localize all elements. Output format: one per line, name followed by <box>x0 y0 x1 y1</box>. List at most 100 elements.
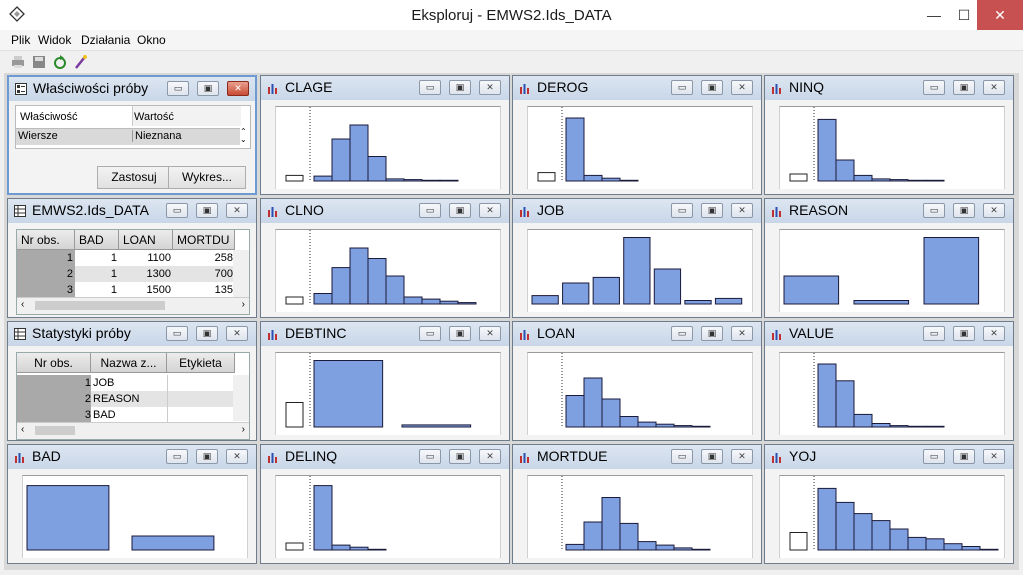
panel-minimize-button[interactable]: ▭ <box>923 80 945 95</box>
chart-titlebar[interactable]: CLAGE ▭ ▣ ✕ <box>261 76 509 100</box>
panel-restore-button[interactable]: ▣ <box>449 449 471 464</box>
vertical-scrollbar[interactable] <box>233 250 249 298</box>
table-cell[interactable]: 1300 <box>119 266 173 282</box>
histogram-plot[interactable] <box>275 475 501 558</box>
histogram-panel-yoj[interactable]: YOJ ▭ ▣ ✕ <box>764 444 1014 564</box>
chart-button[interactable]: Wykres... <box>168 166 246 189</box>
histogram-panel-loan[interactable]: LOAN ▭ ▣ ✕ <box>512 321 762 441</box>
table-cell[interactable] <box>167 407 235 423</box>
table-cell[interactable]: 1500 <box>146 284 171 296</box>
table-cell[interactable]: 258 <box>214 252 233 264</box>
menu-okno[interactable]: Okno <box>137 33 166 47</box>
chart-titlebar[interactable]: DELINQ ▭ ▣ ✕ <box>261 445 509 469</box>
panel-close-button[interactable]: ✕ <box>226 203 248 218</box>
panel-minimize-button[interactable]: ▭ <box>671 203 693 218</box>
menu-widok[interactable]: Widok <box>38 33 72 47</box>
apply-button[interactable]: Zastosuj <box>97 166 171 189</box>
panel-close-button[interactable]: ✕ <box>731 80 753 95</box>
histogram-panel-reason[interactable]: REASON ▭ ▣ ✕ <box>764 198 1014 318</box>
panel-close-button[interactable]: ✕ <box>731 203 753 218</box>
chart-titlebar[interactable]: VALUE ▭ ▣ ✕ <box>765 322 1013 346</box>
column-header[interactable]: LOAN <box>119 230 173 250</box>
histogram-plot[interactable] <box>275 229 501 312</box>
panel-close-button[interactable]: ✕ <box>479 203 501 218</box>
panel-minimize-button[interactable]: ▭ <box>923 203 945 218</box>
chart-titlebar[interactable]: REASON ▭ ▣ ✕ <box>765 199 1013 223</box>
panel-restore-button[interactable]: ▣ <box>953 203 975 218</box>
panel-restore-button[interactable]: ▣ <box>701 80 723 95</box>
panel-close-button[interactable]: ✕ <box>227 81 249 96</box>
panel-restore-button[interactable]: ▣ <box>701 326 723 341</box>
panel-restore-button[interactable]: ▣ <box>449 203 471 218</box>
panel-close-button[interactable]: ✕ <box>479 80 501 95</box>
data-grid[interactable]: Nr obs. BAD LOAN MORTDU 1 1 1100 258 2 1… <box>16 229 250 315</box>
chart-titlebar[interactable]: MORTDUE ▭ ▣ ✕ <box>513 445 761 469</box>
panel-minimize-button[interactable]: ▭ <box>419 326 441 341</box>
panel-close-button[interactable]: ✕ <box>983 326 1005 341</box>
panel-restore-button[interactable]: ▣ <box>449 326 471 341</box>
panel-minimize-button[interactable]: ▭ <box>671 449 693 464</box>
panel-close-button[interactable]: ✕ <box>983 80 1005 95</box>
panel-restore-button[interactable]: ▣ <box>701 203 723 218</box>
panel-minimize-button[interactable]: ▭ <box>166 449 188 464</box>
minimize-button[interactable]: — <box>927 7 941 23</box>
panel-close-button[interactable]: ✕ <box>983 203 1005 218</box>
panel-restore-button[interactable]: ▣ <box>196 203 218 218</box>
scroll-right-icon[interactable]: › <box>241 299 245 310</box>
panel-close-button[interactable]: ✕ <box>731 326 753 341</box>
panel-restore-button[interactable]: ▣ <box>953 449 975 464</box>
panel-close-button[interactable]: ✕ <box>226 449 248 464</box>
histogram-panel-delinq[interactable]: DELINQ ▭ ▣ ✕ <box>260 444 510 564</box>
column-header[interactable]: Nazwa z... <box>91 353 167 373</box>
chart-titlebar[interactable]: DEBTINC ▭ ▣ ✕ <box>261 322 509 346</box>
panel-restore-button[interactable]: ▣ <box>953 326 975 341</box>
panel-restore-button[interactable]: ▣ <box>197 81 219 96</box>
menu-plik[interactable]: Plik <box>11 33 31 47</box>
panel-restore-button[interactable]: ▣ <box>196 449 218 464</box>
histogram-panel-derog[interactable]: DEROG ▭ ▣ ✕ <box>512 75 762 195</box>
chart-titlebar[interactable]: CLNO ▭ ▣ ✕ <box>261 199 509 223</box>
table-cell[interactable]: JOB <box>93 377 115 389</box>
histogram-panel-job[interactable]: JOB ▭ ▣ ✕ <box>512 198 762 318</box>
scroll-thumb[interactable] <box>35 301 165 310</box>
magic-wand-icon[interactable] <box>73 54 89 70</box>
table-cell[interactable]: 700 <box>173 266 235 282</box>
panel-restore-button[interactable]: ▣ <box>701 449 723 464</box>
panel-restore-button[interactable]: ▣ <box>449 80 471 95</box>
horizontal-scrollbar[interactable]: ‹ › <box>17 297 249 314</box>
histogram-plot[interactable] <box>527 106 753 189</box>
histogram-panel-bad[interactable]: BAD ▭ ▣ ✕ <box>7 444 257 564</box>
table-cell[interactable]: BAD <box>93 409 116 421</box>
properties-panel[interactable]: Właściwości próby ▭ ▣ ✕ Właściwość Warto… <box>7 75 257 195</box>
panel-minimize-button[interactable]: ▭ <box>671 80 693 95</box>
column-header[interactable]: BAD <box>75 230 119 250</box>
print-icon[interactable] <box>10 54 26 70</box>
histogram-panel-mortdue[interactable]: MORTDUE ▭ ▣ ✕ <box>512 444 762 564</box>
table-cell[interactable] <box>167 391 235 407</box>
histogram-plot[interactable] <box>779 352 1005 435</box>
histogram-panel-clno[interactable]: CLNO ▭ ▣ ✕ <box>260 198 510 318</box>
data-panel[interactable]: EMWS2.Ids_DATA ▭ ▣ ✕ Nr obs. BAD LOAN MO… <box>7 198 257 318</box>
histogram-plot[interactable] <box>779 106 1005 189</box>
table-cell[interactable] <box>167 375 235 391</box>
panel-close-button[interactable]: ✕ <box>983 449 1005 464</box>
stats-titlebar[interactable]: Statystyki próby ▭ ▣ ✕ <box>8 322 256 346</box>
chart-titlebar[interactable]: JOB ▭ ▣ ✕ <box>513 199 761 223</box>
horizontal-scrollbar[interactable]: ‹ › <box>17 422 249 439</box>
table-cell[interactable]: 135 <box>214 284 233 296</box>
properties-spinner[interactable]: ⌃ ⌄ <box>240 127 247 144</box>
panel-close-button[interactable]: ✕ <box>479 449 501 464</box>
chart-titlebar[interactable]: DEROG ▭ ▣ ✕ <box>513 76 761 100</box>
table-cell[interactable]: 1100 <box>147 252 171 264</box>
table-cell[interactable]: REASON <box>91 391 167 407</box>
histogram-plot[interactable] <box>275 352 501 435</box>
data-titlebar[interactable]: EMWS2.Ids_DATA ▭ ▣ ✕ <box>8 199 256 223</box>
scroll-thumb[interactable] <box>35 426 75 435</box>
panel-minimize-button[interactable]: ▭ <box>167 81 189 96</box>
scroll-left-icon[interactable]: ‹ <box>21 299 25 310</box>
panel-restore-button[interactable]: ▣ <box>196 326 218 341</box>
histogram-panel-ninq[interactable]: NINQ ▭ ▣ ✕ <box>764 75 1014 195</box>
histogram-plot[interactable] <box>527 229 753 312</box>
chart-titlebar[interactable]: BAD ▭ ▣ ✕ <box>8 445 256 469</box>
scroll-left-icon[interactable]: ‹ <box>21 424 25 435</box>
